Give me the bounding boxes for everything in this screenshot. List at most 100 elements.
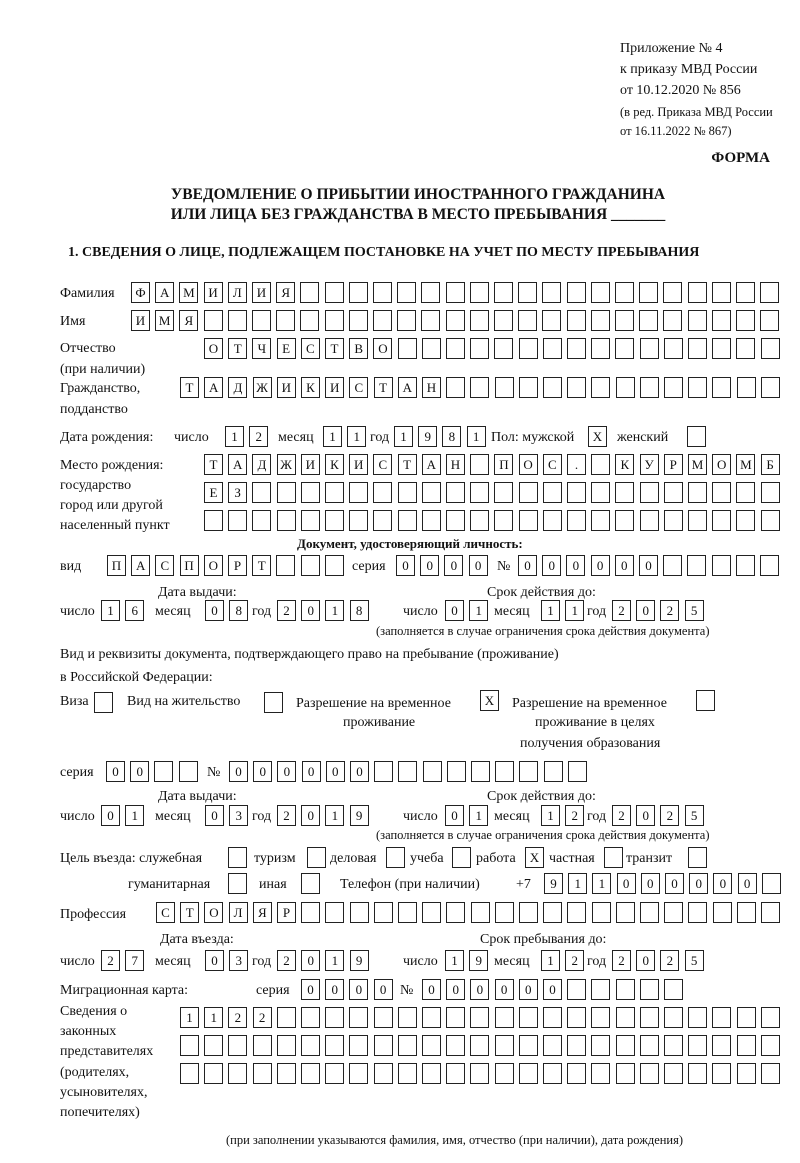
char-box[interactable] <box>204 1035 224 1056</box>
char-box[interactable] <box>324 310 344 331</box>
char-box[interactable]: 6 <box>125 600 145 621</box>
char-box[interactable]: А <box>155 282 175 303</box>
char-box[interactable]: 2 <box>612 600 631 621</box>
char-box[interactable] <box>228 1063 248 1084</box>
char-box[interactable] <box>687 426 706 447</box>
char-box[interactable] <box>567 979 587 1000</box>
char-box[interactable] <box>543 1035 562 1056</box>
purpose-study-checkbox[interactable] <box>452 847 471 869</box>
char-box[interactable] <box>639 282 659 303</box>
char-box[interactable] <box>688 1007 708 1028</box>
char-box[interactable] <box>615 1007 635 1028</box>
char-box[interactable] <box>543 761 563 782</box>
char-box[interactable]: М <box>155 310 175 331</box>
char-box[interactable]: О <box>373 338 393 359</box>
char-box[interactable] <box>494 1063 514 1084</box>
char-box[interactable] <box>687 555 707 576</box>
char-box[interactable]: 0 <box>737 873 757 894</box>
purpose-transit-checkbox[interactable] <box>688 847 707 869</box>
char-box[interactable] <box>276 1007 296 1028</box>
char-box[interactable]: 0 <box>640 873 660 894</box>
reps-field-2[interactable] <box>180 1035 780 1057</box>
char-box[interactable]: М <box>179 282 199 303</box>
char-box[interactable] <box>446 1035 466 1056</box>
char-box[interactable]: Д <box>228 377 248 398</box>
char-box[interactable]: М <box>736 454 756 475</box>
char-box[interactable] <box>639 510 659 531</box>
char-box[interactable]: П <box>179 555 199 576</box>
char-box[interactable] <box>640 902 659 923</box>
char-box[interactable] <box>736 310 755 331</box>
char-box[interactable] <box>543 902 563 923</box>
char-box[interactable] <box>688 482 707 503</box>
char-box[interactable]: 1 <box>225 426 244 447</box>
char-box[interactable] <box>687 282 707 303</box>
purpose-tourism-checkbox[interactable] <box>307 847 326 869</box>
char-box[interactable] <box>397 282 417 303</box>
char-box[interactable] <box>760 510 780 531</box>
char-box[interactable]: С <box>300 338 320 359</box>
sex-female-checkbox[interactable] <box>687 426 706 448</box>
char-box[interactable]: 0 <box>590 555 610 576</box>
char-box[interactable] <box>567 482 586 503</box>
char-box[interactable] <box>421 510 441 531</box>
char-box[interactable] <box>276 510 296 531</box>
char-box[interactable] <box>421 310 441 331</box>
char-box[interactable]: X <box>588 426 607 447</box>
char-box[interactable] <box>566 310 586 331</box>
char-box[interactable]: Р <box>228 555 247 576</box>
char-box[interactable] <box>373 902 393 923</box>
char-box[interactable] <box>276 1063 296 1084</box>
char-box[interactable]: 0 <box>518 555 537 576</box>
char-box[interactable] <box>422 1007 441 1028</box>
char-box[interactable] <box>639 1035 659 1056</box>
char-box[interactable]: И <box>131 310 150 331</box>
char-box[interactable]: 0 <box>636 950 656 971</box>
char-box[interactable] <box>711 555 731 576</box>
char-box[interactable] <box>276 482 296 503</box>
char-box[interactable]: О <box>204 902 224 923</box>
char-box[interactable]: 5 <box>684 600 704 621</box>
char-box[interactable]: 0 <box>205 600 224 621</box>
char-box[interactable] <box>712 902 732 923</box>
char-box[interactable] <box>567 510 586 531</box>
char-box[interactable] <box>688 1035 708 1056</box>
char-box[interactable]: А <box>131 555 151 576</box>
char-box[interactable]: Т <box>325 338 344 359</box>
char-box[interactable]: 5 <box>684 805 704 826</box>
char-box[interactable] <box>664 1063 683 1084</box>
char-box[interactable] <box>470 1007 490 1028</box>
char-box[interactable] <box>422 1035 441 1056</box>
char-box[interactable] <box>349 1007 369 1028</box>
char-box[interactable] <box>639 979 659 1000</box>
char-box[interactable]: 3 <box>229 805 249 826</box>
char-box[interactable] <box>349 902 369 923</box>
char-box[interactable]: И <box>325 377 345 398</box>
char-box[interactable] <box>663 310 683 331</box>
char-box[interactable] <box>542 338 562 359</box>
char-box[interactable]: 2 <box>277 805 296 826</box>
residence-checkbox[interactable] <box>264 692 283 714</box>
char-box[interactable]: 0 <box>636 600 656 621</box>
char-box[interactable] <box>736 1007 756 1028</box>
char-box[interactable] <box>494 482 514 503</box>
char-box[interactable]: 0 <box>543 979 562 1000</box>
char-box[interactable] <box>300 510 320 531</box>
char-box[interactable]: П <box>107 555 126 576</box>
char-box[interactable] <box>324 282 344 303</box>
char-box[interactable]: 0 <box>518 979 538 1000</box>
char-box[interactable]: 1 <box>541 600 560 621</box>
char-box[interactable]: 0 <box>420 555 440 576</box>
char-box[interactable] <box>349 482 369 503</box>
char-box[interactable]: 1 <box>347 426 367 447</box>
char-box[interactable] <box>736 510 756 531</box>
char-box[interactable]: 1 <box>323 426 342 447</box>
char-box[interactable] <box>712 482 732 503</box>
char-box[interactable] <box>591 482 611 503</box>
